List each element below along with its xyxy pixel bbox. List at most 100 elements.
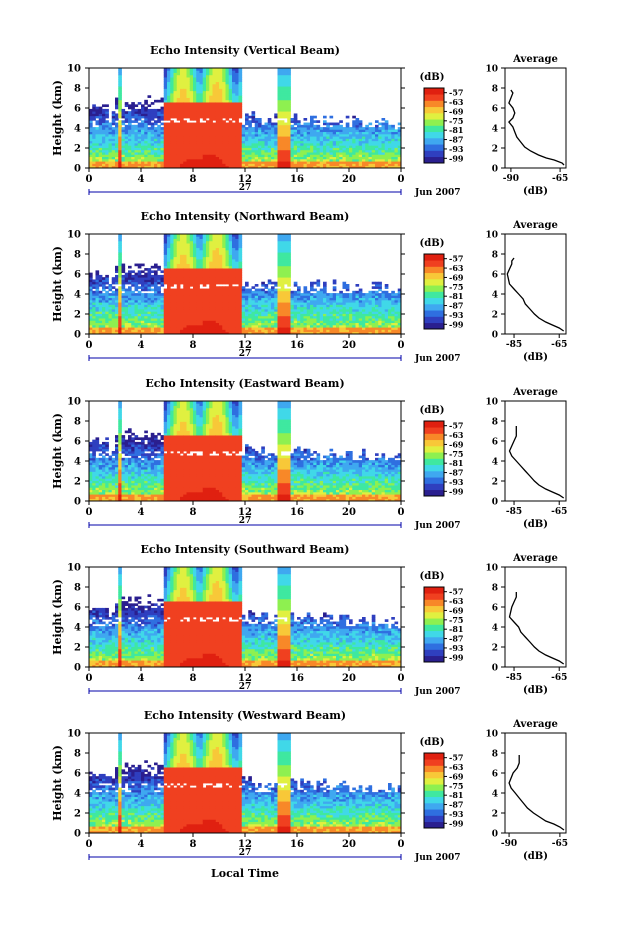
heatmap-cell (277, 302, 282, 305)
heatmap-cell (235, 234, 239, 237)
heatmap-cell (287, 156, 291, 160)
colorbar-swatch (424, 113, 444, 120)
heatmap-cell (115, 161, 119, 164)
heatmap-cell (232, 93, 236, 96)
heatmap-cell (196, 240, 200, 244)
heatmap-cell (235, 93, 239, 96)
heatmap-cell (228, 281, 233, 285)
heatmap-cell (297, 313, 301, 317)
heatmap-cell (271, 286, 275, 289)
heatmap-cell (154, 290, 158, 294)
heatmap-cell (131, 152, 135, 155)
heatmap-cell (219, 108, 223, 112)
heatmap-cell (118, 286, 122, 289)
heatmap-cell (277, 152, 282, 155)
heatmap-cell (228, 302, 233, 305)
heatmap-cell (316, 136, 321, 139)
heatmap-cell (92, 297, 96, 301)
heatmap-cell (345, 154, 350, 158)
heatmap-cell (222, 111, 226, 114)
colorbar-tick-label: -63 (449, 97, 464, 107)
heatmap-cell (287, 245, 291, 249)
heatmap-cell (189, 68, 194, 71)
heatmap-cell (193, 68, 197, 71)
heatmap-cell (118, 140, 122, 144)
heatmap-cell (124, 297, 129, 301)
heatmap-cell (111, 147, 116, 151)
heatmap-cell (274, 306, 278, 310)
heatmap-cell (277, 327, 282, 330)
heatmap-cell (388, 127, 392, 130)
heatmap-cell (267, 293, 272, 296)
heatmap-cell (300, 318, 304, 321)
profile-line (508, 89, 565, 166)
heatmap-cell (121, 288, 126, 292)
heatmap-cell (89, 108, 93, 112)
heatmap-cell (248, 115, 252, 119)
heatmap-cell (261, 311, 265, 314)
heatmap-cell (189, 261, 194, 264)
heatmap-cell (176, 284, 181, 287)
heatmap-cell (287, 324, 291, 328)
heatmap-cell (160, 111, 165, 114)
heatmap-cell (215, 261, 220, 264)
heatmap-cell (219, 131, 223, 135)
heatmap-cell (176, 152, 181, 155)
heatmap-cell (215, 86, 220, 89)
heatmap-cell (287, 247, 291, 251)
heatmap-cell (124, 302, 129, 305)
heatmap-cell (157, 143, 161, 146)
heatmap-cell (261, 327, 265, 330)
heatmap-cell (176, 86, 181, 89)
heatmap-cell (131, 322, 135, 326)
heatmap-cell (293, 115, 298, 119)
y-tick-label: 6 (74, 104, 81, 115)
heatmap-cell (89, 129, 93, 133)
heatmap-cell (189, 143, 194, 146)
heatmap-cell (388, 152, 392, 155)
heatmap-cell (111, 286, 116, 289)
heatmap-cell (170, 131, 174, 135)
heatmap-cell (258, 129, 262, 133)
heatmap-cell (183, 120, 187, 123)
heatmap-cell (196, 279, 200, 283)
heatmap-cell (206, 322, 210, 326)
heatmap-cell (219, 290, 223, 294)
heatmap-cell (173, 161, 178, 164)
heatmap-cell (222, 72, 226, 76)
heatmap-cell (232, 299, 236, 303)
heatmap-cell (225, 86, 230, 89)
heatmap-cell (248, 309, 252, 312)
heatmap-cell (290, 293, 295, 296)
heatmap-cell (170, 74, 174, 78)
heatmap-cell (209, 152, 213, 155)
heatmap-cell (186, 158, 191, 162)
heatmap-cell (108, 143, 113, 146)
heatmap-cell (180, 127, 184, 130)
heatmap-cell (189, 234, 194, 237)
heatmap-cell (267, 313, 272, 317)
heatmap-cell (95, 106, 100, 110)
heatmap-cell (98, 281, 103, 285)
heatmap-cell (89, 284, 93, 287)
heatmap-cell (219, 118, 223, 121)
heatmap-cell (150, 309, 155, 312)
heatmap-cell (105, 136, 109, 139)
heatmap-cell (235, 70, 239, 73)
heatmap-cell (95, 115, 100, 119)
heatmap-cell (167, 133, 171, 137)
heatmap-cell (264, 284, 269, 287)
heatmap-cell (219, 245, 223, 249)
heatmap-cell (108, 304, 113, 308)
x-tick-label: 12 (238, 174, 252, 185)
heatmap-cell (297, 286, 301, 289)
heatmap-cell (105, 315, 109, 319)
heatmap-cell (196, 327, 200, 330)
heatmap-cell (176, 90, 181, 94)
heatmap-cell (95, 158, 100, 162)
heatmap-cell (280, 320, 285, 324)
heatmap-cell (297, 331, 301, 335)
heatmap-cell (105, 318, 109, 321)
heatmap-cell (128, 113, 132, 117)
heatmap-cell (251, 156, 256, 160)
